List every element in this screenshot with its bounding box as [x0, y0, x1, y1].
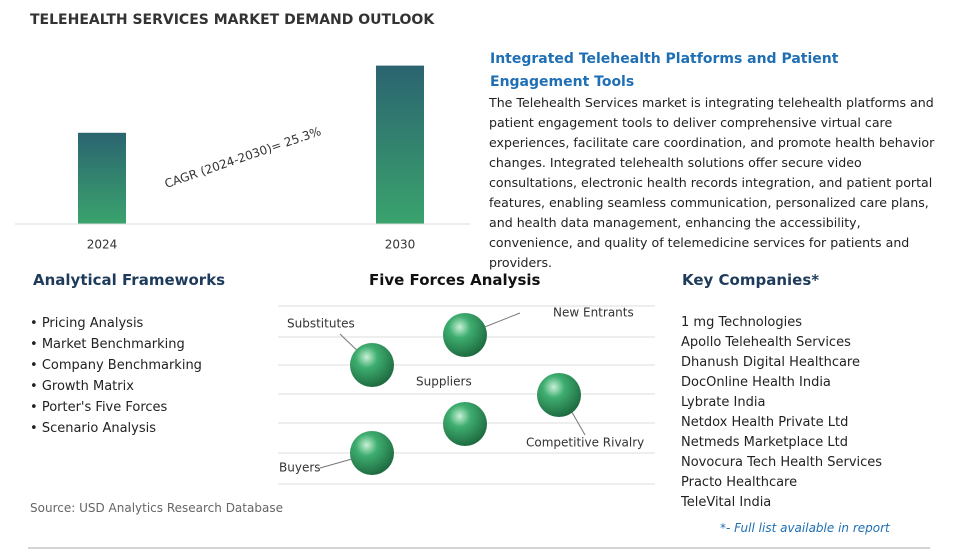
title: TELEHEALTH SERVICES MARKET DEMAND OUTLOO…: [30, 12, 435, 28]
bar-chart: 2024 2030: [78, 65, 424, 252]
note: *- Full list available in report: [720, 521, 890, 535]
spheres: [350, 313, 581, 475]
framework-text: Scenario Analysis: [41, 421, 157, 436]
framework-item: • Market Benchmarking: [30, 337, 185, 352]
company: 1 mg Technologies: [681, 315, 802, 330]
company: Netmeds Marketplace Ltd: [681, 435, 849, 450]
company: Lybrate India: [681, 395, 766, 410]
framework-text: Market Benchmarking: [41, 337, 185, 352]
company: Dhanush Digital Healthcare: [681, 355, 860, 370]
highlight-text: The Telehealth Services market is integr…: [489, 95, 935, 270]
frameworks-heading: Analytical Frameworks: [33, 271, 226, 289]
company: Apollo Telehealth Services: [681, 335, 851, 350]
framework-text: Porter's Five Forces: [41, 400, 168, 415]
company: Novocura Tech Health Services: [681, 455, 883, 470]
force-label: Suppliers: [416, 375, 472, 389]
force-label: Buyers: [279, 461, 321, 475]
source: Source: USD Analytics Research Database: [30, 501, 283, 515]
companies-heading: Key Companies*: [682, 271, 820, 289]
forces-heading: Five Forces Analysis: [369, 271, 541, 289]
force-label: Competitive Rivalry: [526, 436, 644, 450]
company: TeleVital India: [681, 495, 772, 510]
force-label: New Entrants: [553, 306, 634, 320]
framework-item: • Pricing Analysis: [30, 316, 144, 331]
force-label: Substitutes: [287, 317, 355, 331]
company: Netdox Health Private Ltd: [681, 415, 849, 430]
bar: [376, 65, 424, 224]
highlight-heading: Integrated Telehealth Platforms and Pati…: [490, 51, 839, 90]
framework-text: Company Benchmarking: [41, 358, 202, 373]
framework-item: • Porter's Five Forces: [30, 400, 168, 415]
framework-text: Pricing Analysis: [41, 316, 144, 331]
company: DocOnline Health India: [681, 375, 831, 390]
framework-item: • Company Benchmarking: [30, 358, 202, 373]
cagr: CAGR (2024-2030)= 25.3%: [163, 124, 323, 191]
framework-item: • Scenario Analysis: [30, 421, 157, 436]
company: Practo Healthcare: [681, 475, 798, 490]
x-label: 2030: [385, 238, 416, 252]
companies-list: 1 mg Technologies Apollo Telehealth Servi…: [681, 313, 882, 513]
frameworks-list: • Pricing Analysis • Market Benchmarking •…: [30, 313, 202, 439]
bar: [78, 132, 126, 224]
framework-text: Growth Matrix: [41, 379, 134, 394]
framework-item: • Growth Matrix: [30, 379, 134, 394]
x-label: 2024: [87, 238, 118, 252]
